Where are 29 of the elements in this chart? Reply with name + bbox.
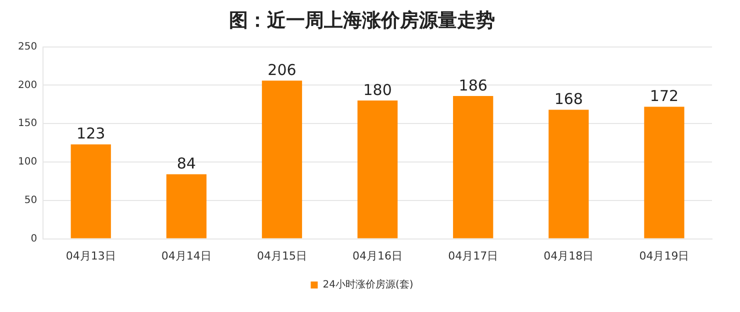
- y-tick-label: 200: [18, 80, 38, 91]
- bar: [453, 96, 494, 238]
- x-tick-label: 04月17日: [448, 249, 498, 262]
- x-tick-label: 04月14日: [161, 249, 212, 262]
- data-label: 168: [554, 90, 583, 108]
- y-tick-label: 50: [24, 194, 38, 206]
- y-tick-label: 250: [18, 41, 38, 52]
- bar: [166, 174, 206, 238]
- bar: [70, 144, 111, 238]
- bar: [262, 80, 302, 238]
- data-label: 180: [363, 80, 392, 99]
- data-label: 172: [650, 87, 679, 106]
- legend-label: 24小时涨价房源(套): [322, 278, 414, 291]
- x-tick-label: 04月18日: [544, 249, 594, 262]
- y-tick-label: 150: [18, 118, 38, 130]
- data-label: 186: [458, 76, 488, 94]
- x-tick-label: 04月19日: [639, 249, 690, 262]
- data-label: 84: [176, 154, 196, 173]
- x-tick-label: 04月16日: [352, 249, 403, 262]
- bar: [357, 100, 398, 238]
- y-tick-label: 0: [30, 233, 38, 244]
- bar: [644, 106, 684, 238]
- x-tick-label: 04月13日: [66, 249, 116, 262]
- data-label: 123: [76, 124, 106, 143]
- chart-title: 图：近一周上海涨价房源量走势: [229, 9, 495, 32]
- data-label: 206: [268, 60, 296, 79]
- y-tick-label: 100: [18, 156, 38, 168]
- x-tick-label: 04月15日: [256, 249, 307, 262]
- bar: [548, 110, 589, 238]
